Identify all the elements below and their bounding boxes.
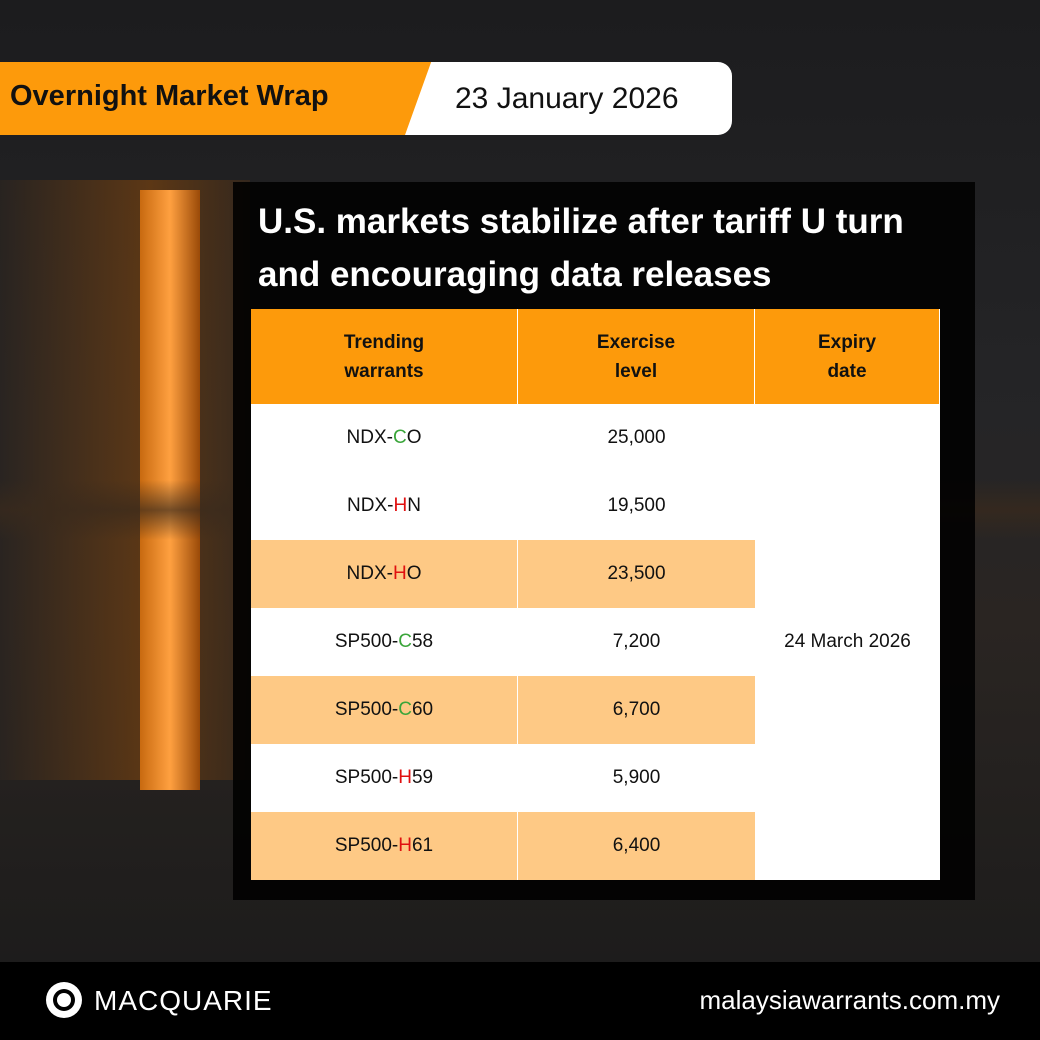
column-header-text: Expiry date [817,331,877,382]
warrant-cell: NDX- C O [251,404,518,472]
tag: Overnight Market Wrap [10,80,329,112]
date: 23 January 2026 [455,82,679,115]
warrant-part: C [392,427,407,448]
exercise-cell: 19,500 [518,472,755,540]
column-header-text: Exercise level [596,331,676,382]
exercise-cell: 25,000 [518,404,755,472]
footer-bg [0,962,1040,1040]
warrant-part: SP500- [334,631,399,652]
warrant-part: N [407,495,421,516]
warrant-part: 58 [411,631,434,652]
warrant-part: 59 [411,767,434,788]
warrant-cell: SP500- C 58 [251,608,518,676]
exercise-cell: 23,500 [518,540,755,608]
column-header: Exercise level [518,309,755,404]
warrant-cell: SP500- H 59 [251,744,518,812]
warrant-cell: SP500- C 60 [251,676,518,744]
url: malaysiawarrants.com.my [699,985,1000,1015]
warrant-cell: SP500- H 61 [251,812,518,880]
exercise-cell: 7,200 [518,608,755,676]
warrant-part: H [398,767,412,788]
exercise-cell: 6,400 [518,812,755,880]
warrant-part: NDX- [347,495,394,516]
tag-bg [0,62,432,135]
warrant-part: H [398,835,412,856]
title-line: and encouraging data releases [258,255,772,294]
warrant-part: NDX- [346,427,393,448]
warrant-part: H [393,495,408,516]
title-line: U.S. markets stabilize after tariff U tu… [258,202,904,241]
warrant-cell: NDX- H O [251,540,518,608]
warrant-part: SP500- [334,767,399,788]
warrant-part: SP500- [334,699,399,720]
warrant-cell: NDX- H N [251,472,518,540]
logo-icon [46,982,82,1018]
date-bg [405,62,732,135]
column-header: Expiry date [755,309,940,404]
warrant-part: 60 [411,699,434,720]
expiry-cell: 24 March 2026 [755,404,940,880]
warrant-part: C [398,631,412,652]
column-header-text: Trending warrants [343,331,425,382]
warrant-part: O [406,427,422,448]
warrant-part: SP500- [334,835,399,856]
warrant-part: 61 [411,835,434,856]
warrant-part: O [406,563,422,584]
brand: MACQUARIE [94,985,273,1016]
exercise-cell: 6,700 [518,676,755,744]
warrant-part: NDX- [346,563,393,584]
column-header: Trending warrants [251,309,518,404]
warrant-part: C [398,699,412,720]
warrant-part: H [392,563,407,584]
exercise-cell: 5,900 [518,744,755,812]
